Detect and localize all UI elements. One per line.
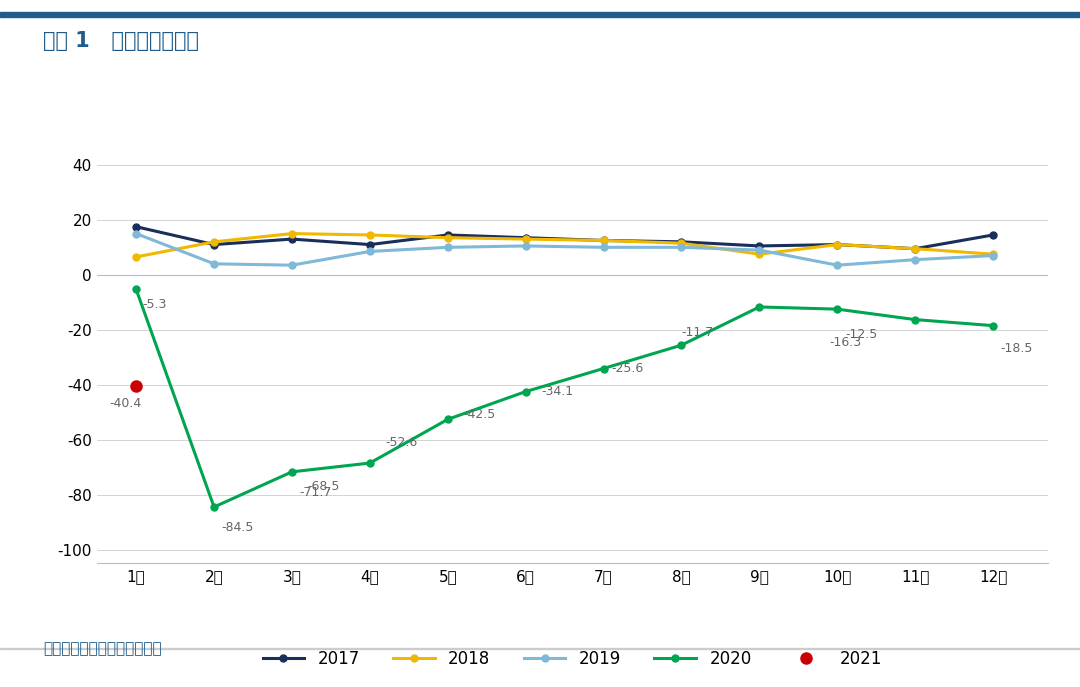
Text: -52.6: -52.6: [386, 436, 418, 449]
2020: [597, 364, 610, 372]
2018: [130, 253, 143, 261]
2019: [831, 261, 843, 269]
2017: [207, 240, 220, 249]
2017: [597, 236, 610, 245]
2017: [753, 242, 766, 250]
2018: [207, 238, 220, 246]
2018: [831, 240, 843, 249]
2020: [908, 315, 921, 324]
Line: 2018: 2018: [133, 230, 997, 260]
2019: [130, 229, 143, 238]
2019: [363, 247, 376, 256]
2019: [207, 260, 220, 268]
Line: 2019: 2019: [133, 230, 997, 269]
2017: [987, 231, 1000, 239]
2018: [987, 250, 1000, 258]
Text: -11.7: -11.7: [681, 326, 714, 339]
Text: -40.4: -40.4: [109, 397, 141, 410]
2020: [987, 322, 1000, 330]
2017: [675, 238, 688, 246]
Line: 2017: 2017: [133, 223, 997, 252]
2017: [285, 235, 298, 243]
Legend: 2017, 2018, 2019, 2020, 2021: 2017, 2018, 2019, 2020, 2021: [256, 643, 889, 674]
2018: [363, 231, 376, 239]
2019: [285, 261, 298, 269]
Text: 图表 1   行业旅客量增速: 图表 1 行业旅客量增速: [43, 31, 199, 51]
2018: [442, 234, 455, 242]
2017: [908, 245, 921, 253]
2018: [753, 250, 766, 258]
2020: [675, 341, 688, 349]
Text: -68.5: -68.5: [308, 480, 340, 493]
2019: [753, 246, 766, 254]
2019: [597, 243, 610, 251]
2018: [908, 245, 921, 253]
2020: [285, 468, 298, 476]
Text: 资料来源：民航局，华创证券: 资料来源：民航局，华创证券: [43, 641, 162, 656]
2020: [130, 285, 143, 293]
2019: [442, 243, 455, 251]
Text: -16.3: -16.3: [829, 336, 862, 349]
2017: [519, 234, 532, 242]
2017: [130, 223, 143, 231]
2019: [987, 251, 1000, 260]
2020: [831, 305, 843, 313]
2019: [675, 243, 688, 251]
Text: -42.5: -42.5: [463, 408, 496, 421]
Text: -5.3: -5.3: [143, 297, 166, 311]
2018: [519, 235, 532, 243]
2017: [442, 231, 455, 239]
Text: -18.5: -18.5: [1001, 342, 1034, 355]
Line: 2020: 2020: [133, 286, 997, 510]
2017: [363, 240, 376, 249]
Text: -34.1: -34.1: [541, 385, 573, 398]
2018: [597, 236, 610, 245]
Text: -12.5: -12.5: [845, 328, 877, 341]
2018: [285, 229, 298, 238]
2020: [207, 503, 220, 511]
2017: [831, 240, 843, 249]
2019: [908, 256, 921, 264]
2020: [519, 387, 532, 396]
2019: [519, 242, 532, 250]
Text: -25.6: -25.6: [611, 361, 644, 374]
2020: [442, 415, 455, 423]
Text: -84.5: -84.5: [221, 521, 254, 534]
2020: [363, 459, 376, 467]
2018: [675, 239, 688, 247]
Text: -71.7: -71.7: [300, 486, 333, 499]
2020: [753, 303, 766, 311]
